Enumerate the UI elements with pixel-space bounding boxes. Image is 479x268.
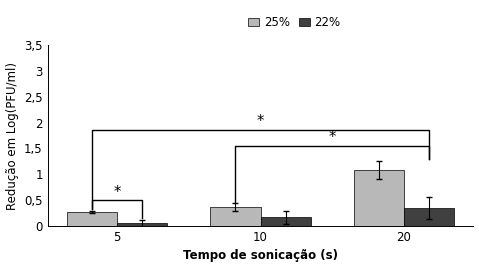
Text: *: * [257,114,264,129]
Text: *: * [329,130,336,145]
Bar [354,170,404,226]
Bar [117,224,167,226]
Bar [210,207,261,226]
X-axis label: Tempo de sonicação (s): Tempo de sonicação (s) [183,250,338,262]
Bar [261,217,311,226]
Text: *: * [114,185,121,200]
Legend: 25%, 22%: 25%, 22% [244,11,345,34]
Y-axis label: Redução em Log(PFU/ml): Redução em Log(PFU/ml) [6,62,19,210]
Bar [404,208,454,226]
Bar [67,212,117,226]
